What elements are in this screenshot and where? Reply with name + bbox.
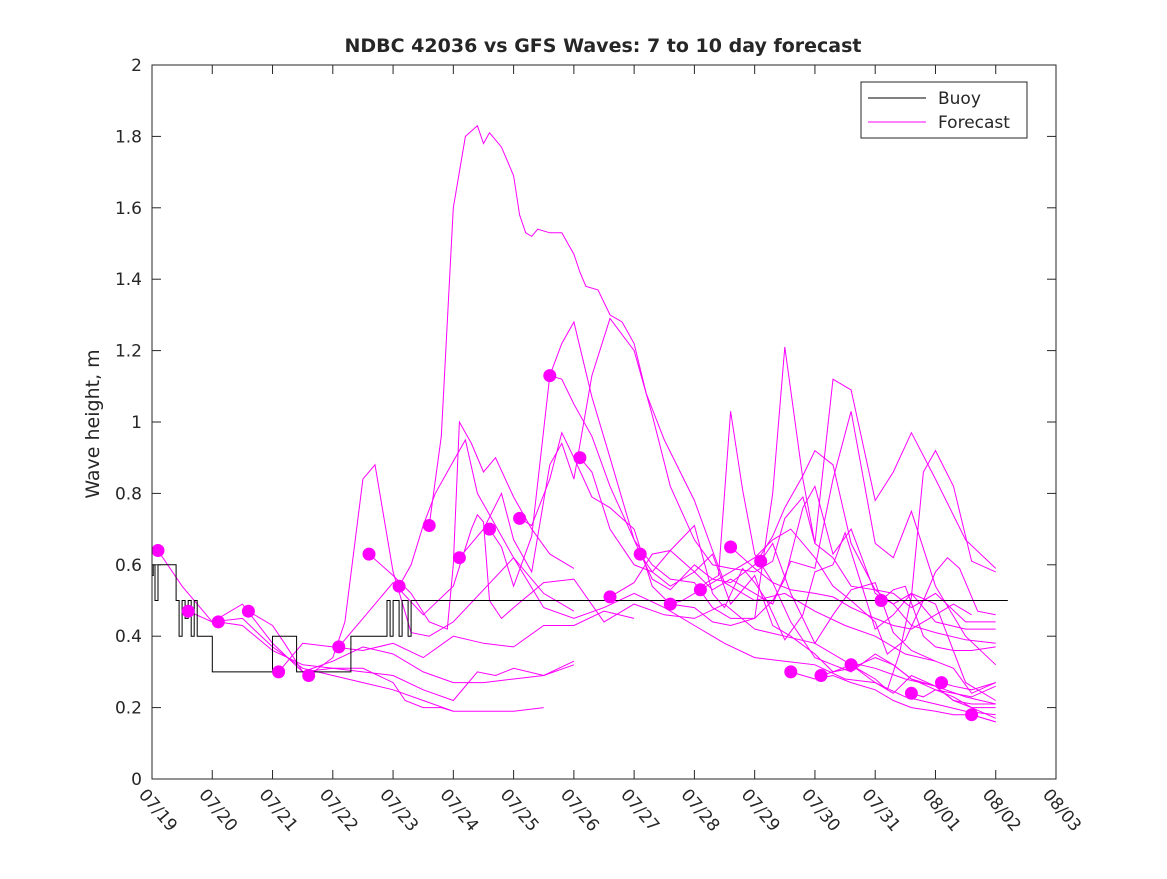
y-tick-label: 1.8: [115, 127, 142, 147]
forecast-line-14: [579, 411, 997, 666]
buoy-line: [152, 564, 1008, 673]
forecast-line-19: [730, 546, 996, 719]
y-tick-label: 1.2: [115, 342, 142, 362]
forecast-line-20: [760, 542, 996, 694]
y-tick-label: 0.6: [115, 556, 142, 576]
forecast-start-marker-12: [513, 511, 527, 525]
forecast-start-marker-10: [452, 551, 466, 565]
y-tick-label: 0.8: [115, 484, 142, 504]
forecast-line-3: [248, 610, 575, 684]
forecast-start-marker-13: [543, 369, 557, 383]
legend-buoy-label: Buoy: [938, 89, 981, 109]
forecast-line-25: [911, 685, 996, 698]
forecast-line-18: [700, 528, 996, 655]
forecast-line-1: [187, 603, 575, 702]
forecast-start-marker-22: [814, 669, 828, 682]
y-axis-ticks: 0 0.2 0.4 0.6 0.8 1 1.2 1.4 1.6 1.8 2: [115, 56, 1056, 790]
forecast-start-marker-3: [241, 604, 255, 618]
forecast-line-6: [338, 513, 996, 705]
forecast-start-marker-20: [754, 554, 768, 568]
forecast-start-marker-4: [272, 665, 286, 679]
forecast-start-marker-5: [302, 669, 316, 682]
y-axis-label: Wave height, m: [82, 349, 104, 498]
y-tick-label: 2: [131, 56, 142, 76]
plot-markers: [151, 369, 979, 722]
forecast-line-24: [880, 585, 996, 651]
y-tick-label: 0: [131, 770, 142, 790]
forecast-start-marker-9: [422, 519, 436, 532]
forecast-line-9: [428, 124, 936, 662]
y-tick-label: 0.4: [115, 627, 142, 647]
y-tick-label: 0.2: [115, 699, 142, 719]
forecast-start-marker-6: [332, 640, 346, 654]
forecast-line-5: [308, 463, 996, 716]
y-tick-label: 1.6: [115, 199, 142, 219]
forecast-line-22: [820, 664, 996, 709]
forecast-start-marker-0: [151, 544, 165, 557]
forecast-start-marker-18: [693, 583, 707, 597]
forecast-start-marker-23: [844, 658, 858, 672]
legend: Buoy Forecast: [860, 81, 1028, 139]
y-tick-label: 1: [131, 413, 142, 433]
forecast-line-17: [670, 411, 972, 630]
forecast-start-marker-16: [633, 547, 647, 561]
forecast-line-12: [519, 346, 997, 627]
forecast-line-8: [398, 438, 575, 612]
forecast-start-marker-14: [573, 451, 587, 465]
forecast-start-marker-27: [965, 708, 979, 722]
forecast-start-marker-24: [874, 594, 888, 607]
forecast-start-marker-25: [904, 686, 918, 700]
forecast-start-marker-1: [181, 604, 195, 618]
forecast-start-marker-11: [483, 522, 496, 536]
forecast-start-marker-26: [935, 676, 948, 690]
forecast-start-marker-17: [663, 597, 677, 611]
forecast-start-marker-8: [392, 579, 406, 593]
forecast-start-marker-15: [603, 590, 617, 604]
forecast-start-marker-21: [784, 665, 798, 679]
forecast-line-21: [790, 671, 996, 723]
forecast-line-2: [218, 621, 544, 712]
plot-lines: [152, 124, 1008, 723]
chart-title: NDBC 42036 vs GFS Waves: 7 to 10 day for…: [344, 35, 861, 57]
legend-box: [860, 81, 1028, 139]
forecast-line-0: [157, 550, 454, 712]
forecast-line-13: [549, 375, 996, 630]
y-tick-label: 1.4: [115, 270, 142, 290]
forecast-start-marker-19: [724, 540, 738, 554]
forecast-line-11: [489, 320, 996, 623]
forecast-line-23: [850, 449, 996, 691]
legend-forecast-label: Forecast: [938, 113, 1010, 133]
forecast-start-marker-7: [362, 547, 376, 561]
forecast-start-marker-2: [211, 615, 225, 629]
